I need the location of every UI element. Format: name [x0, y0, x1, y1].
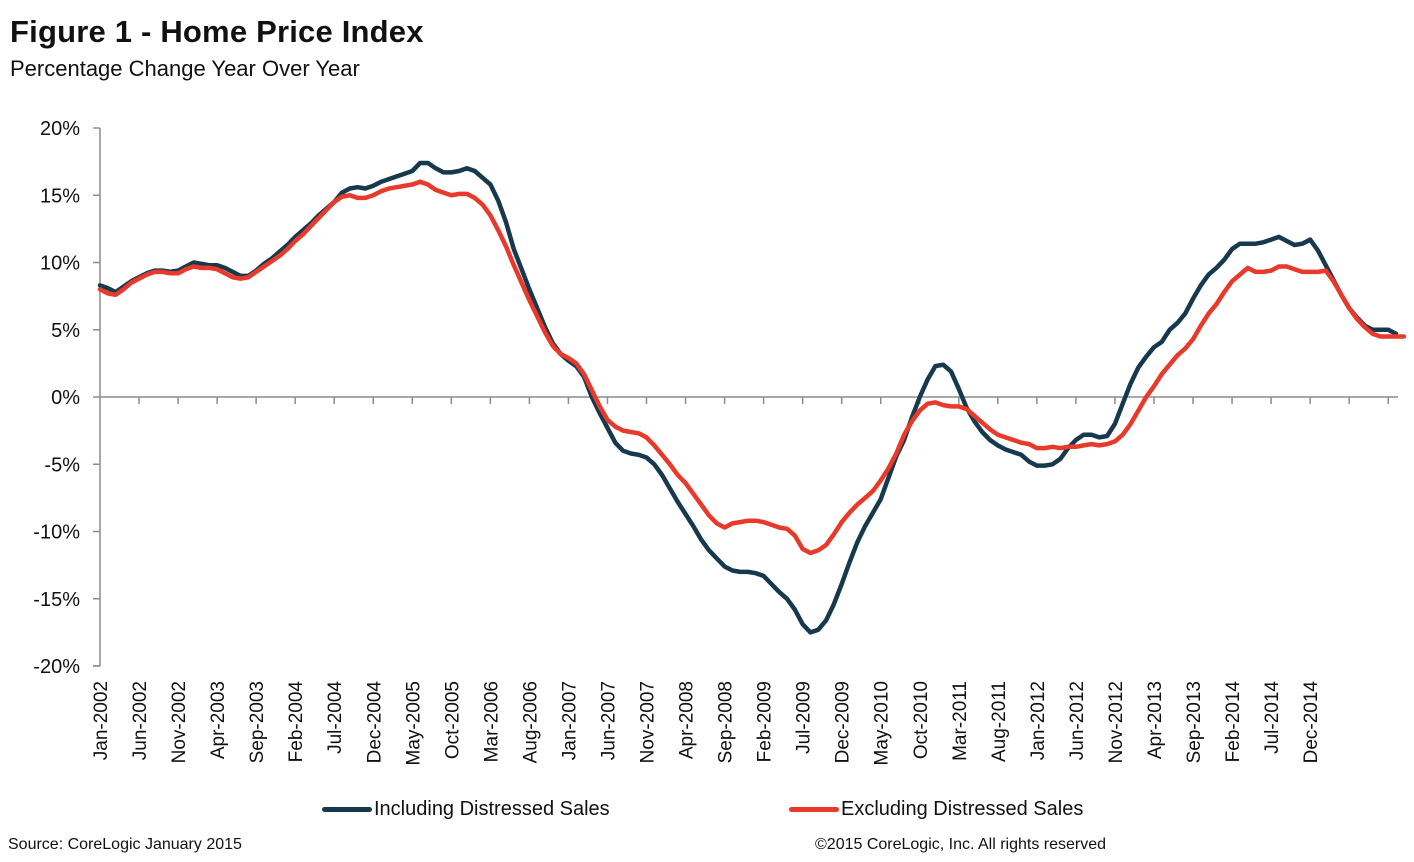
x-tick-label: Jun-2002 — [130, 681, 151, 760]
x-tick-label: Jan-2012 — [1028, 681, 1049, 760]
y-axis: 20% 15% 10% 5% 0% -5% -10% -15% -20% — [33, 118, 101, 678]
x-tick-label: Jan-2002 — [91, 681, 112, 760]
x-tick-label: Sep-2013 — [1184, 681, 1205, 763]
y-tick-label: -5% — [44, 454, 80, 476]
series-line-excluding-distressed — [97, 179, 1407, 556]
x-tick-label: Jul-2004 — [325, 681, 346, 754]
y-tick-label: 15% — [40, 185, 80, 207]
x-tick-label: Feb-2009 — [755, 681, 776, 762]
source-note: Source: CoreLogic January 2015 — [8, 836, 242, 853]
x-tick-label: Jan-2007 — [559, 681, 580, 760]
legend-swatch-including — [322, 807, 372, 812]
x-tick-label: Oct-2010 — [911, 681, 932, 759]
x-tick-label: Nov-2012 — [1106, 681, 1127, 763]
x-tick-label: Mar-2006 — [481, 681, 502, 762]
x-tick-label: Apr-2008 — [677, 681, 698, 759]
x-tick-label: Sep-2008 — [716, 681, 737, 763]
x-tick-label: Apr-2013 — [1145, 681, 1166, 759]
y-tick-label: -20% — [33, 656, 80, 678]
x-tick-label: Jul-2009 — [794, 681, 815, 754]
x-tick-label: Aug-2006 — [520, 681, 541, 763]
series-layer — [97, 160, 1407, 635]
legend-item-excluding: Excluding Distressed Sales — [789, 798, 1083, 821]
x-tick-label: Dec-2009 — [833, 681, 854, 763]
chart-title: Figure 1 - Home Price Index — [10, 14, 424, 49]
legend-item-including: Including Distressed Sales — [322, 798, 610, 821]
x-tick-label: Nov-2002 — [169, 681, 190, 763]
x-tick-label: Jun-2012 — [1067, 681, 1088, 760]
x-tick-label: Dec-2014 — [1301, 681, 1322, 764]
x-tick-label: May-2005 — [403, 681, 424, 766]
legend-swatch-excluding — [789, 807, 839, 812]
y-tick-label: 0% — [51, 387, 80, 409]
x-tick-label: Mar-2011 — [950, 681, 971, 761]
x-tick-label: Oct-2005 — [442, 681, 463, 759]
y-tick-label: 10% — [40, 253, 80, 275]
x-tick-label: Feb-2004 — [286, 681, 307, 763]
x-axis: Jan-2002 Jun-2002 Nov-2002 Apr-2003 Sep-2003… — [91, 396, 1398, 766]
x-tick-label: Jun-2007 — [598, 681, 619, 760]
x-tick-label: Jul-2014 — [1262, 681, 1283, 754]
legend-label-excluding: Excluding Distressed Sales — [841, 798, 1084, 820]
x-tick-label: May-2010 — [872, 681, 893, 766]
chart-subtitle: Percentage Change Year Over Year — [10, 56, 360, 81]
y-tick-label: 5% — [51, 320, 80, 342]
x-tick-label: Dec-2004 — [364, 681, 385, 764]
x-tick-label: Sep-2003 — [247, 681, 268, 763]
x-tick-label: Apr-2003 — [208, 681, 229, 759]
y-tick-label: 20% — [40, 118, 80, 140]
y-tick-label: -15% — [33, 589, 80, 611]
copyright-note: ©2015 CoreLogic, Inc. All rights reserve… — [815, 836, 1107, 853]
x-tick-label: Nov-2007 — [638, 681, 659, 763]
x-tick-label: Feb-2014 — [1223, 681, 1244, 763]
y-tick-label: -10% — [33, 522, 80, 544]
legend-label-including: Including Distressed Sales — [374, 798, 610, 820]
x-tick-label: Aug-2011 — [989, 681, 1010, 762]
